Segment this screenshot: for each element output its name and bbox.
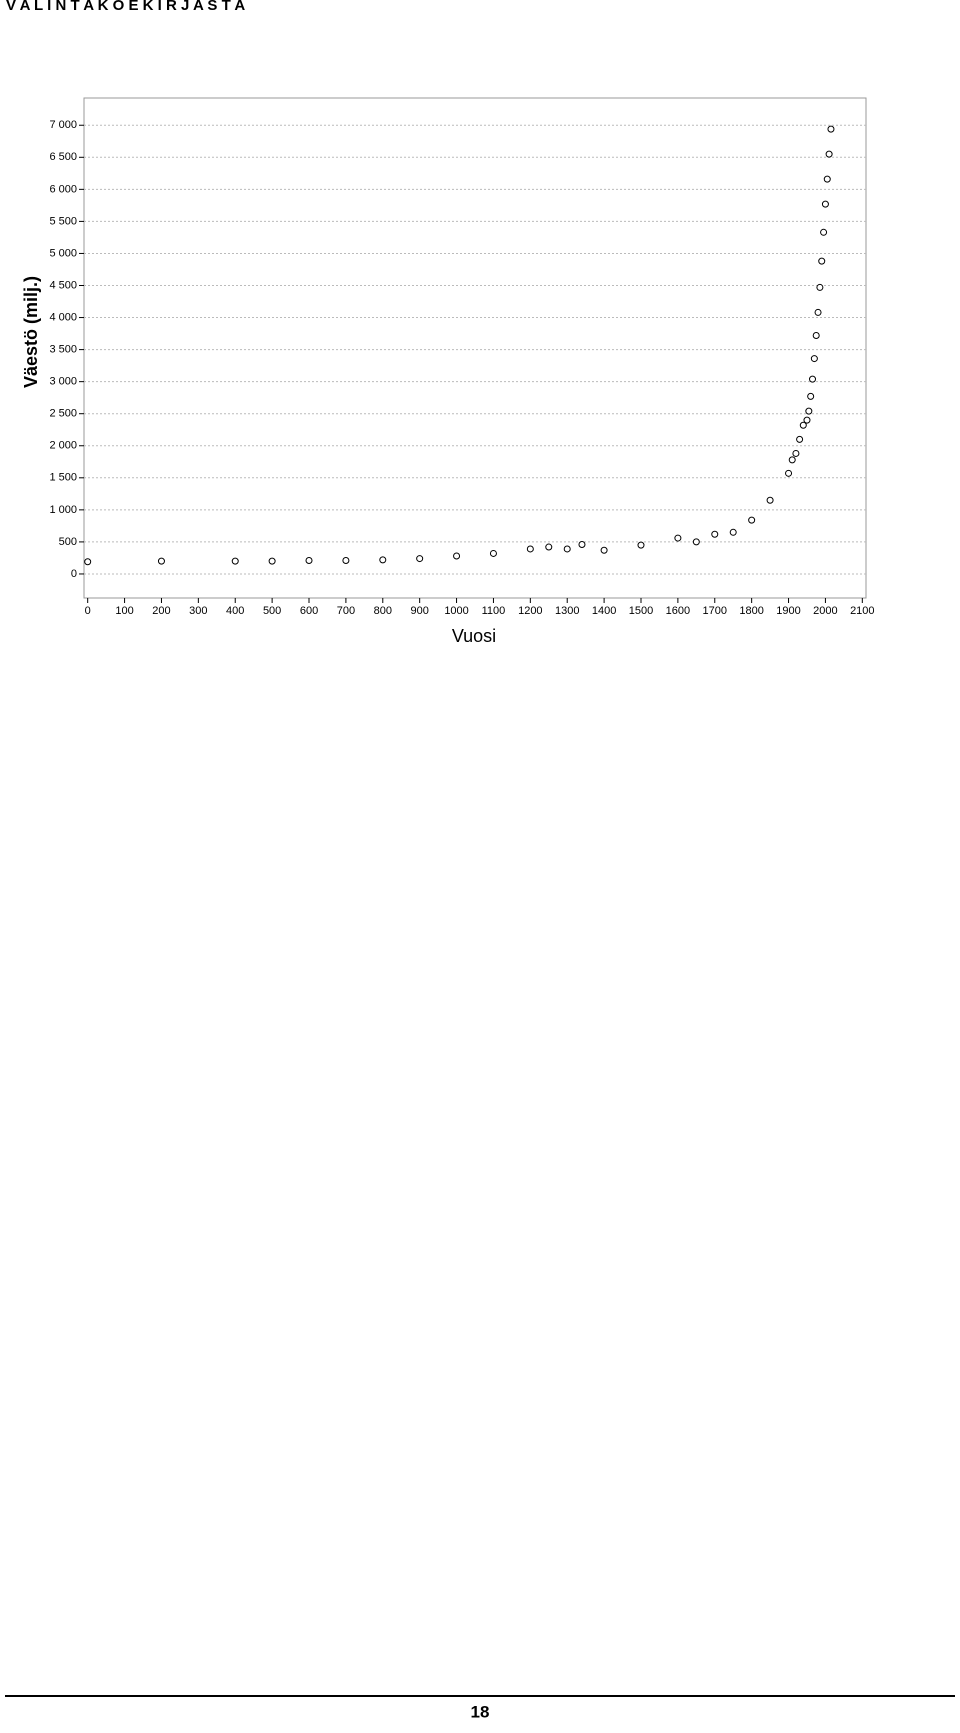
point bbox=[563, 545, 571, 553]
point bbox=[820, 228, 828, 236]
x-tick-label: 1900 bbox=[776, 605, 800, 617]
x-tick-label: 1600 bbox=[666, 605, 690, 617]
x-tick-label: 1800 bbox=[739, 605, 763, 617]
x-axis-title: Vuosi bbox=[452, 626, 496, 646]
point bbox=[342, 557, 350, 564]
x-tick-label: 1100 bbox=[482, 605, 506, 617]
point bbox=[788, 456, 796, 464]
x-tick-label: 0 bbox=[85, 605, 91, 617]
y-tick-label: 2 000 bbox=[49, 440, 77, 452]
point bbox=[578, 540, 586, 548]
point bbox=[785, 469, 793, 477]
x-tick-label: 2000 bbox=[813, 605, 837, 617]
point bbox=[268, 557, 276, 565]
point bbox=[692, 538, 700, 546]
point bbox=[416, 555, 424, 563]
y-tick-label: 6 500 bbox=[49, 151, 77, 163]
point bbox=[157, 557, 165, 565]
point bbox=[821, 200, 829, 208]
y-axis-title: Väestö (milj.) bbox=[21, 276, 41, 388]
x-tick-label: 1300 bbox=[555, 605, 579, 617]
x-tick-label: 800 bbox=[374, 605, 392, 617]
x-tick-label: 300 bbox=[189, 605, 207, 617]
x-tick-label: 500 bbox=[263, 605, 281, 617]
y-tick-label: 2 500 bbox=[49, 408, 77, 420]
y-tick-label: 500 bbox=[59, 536, 77, 548]
x-tick-label: 600 bbox=[300, 605, 318, 617]
point bbox=[84, 558, 92, 566]
point bbox=[379, 556, 387, 564]
x-tick-label: 100 bbox=[115, 605, 133, 617]
point bbox=[799, 421, 807, 429]
point bbox=[807, 392, 815, 400]
point bbox=[674, 534, 682, 542]
point bbox=[816, 283, 824, 291]
point bbox=[803, 416, 811, 424]
point bbox=[823, 175, 831, 183]
plot-frame bbox=[83, 97, 867, 599]
x-tick-label: 700 bbox=[337, 605, 355, 617]
point bbox=[526, 545, 534, 553]
y-tick-label: 3 500 bbox=[49, 344, 77, 356]
point bbox=[305, 557, 313, 564]
point bbox=[545, 543, 553, 551]
point bbox=[489, 549, 497, 557]
point bbox=[809, 375, 817, 383]
y-tick-label: 7 000 bbox=[49, 119, 77, 131]
page-number: 18 bbox=[471, 1702, 490, 1721]
y-tick-label: 4 500 bbox=[49, 279, 77, 291]
x-tick-label: 200 bbox=[152, 605, 170, 617]
y-tick-label: 0 bbox=[71, 568, 77, 580]
point bbox=[453, 552, 461, 560]
point bbox=[825, 150, 833, 158]
x-tick-label: 2100 bbox=[850, 605, 874, 617]
x-tick-label: 1200 bbox=[518, 605, 542, 617]
x-tick-label: 1000 bbox=[444, 605, 468, 617]
point bbox=[810, 355, 818, 363]
point bbox=[792, 449, 800, 457]
x-tick-label: 1700 bbox=[703, 605, 727, 617]
point bbox=[805, 407, 813, 415]
point bbox=[637, 541, 645, 549]
y-tick-label: 4 000 bbox=[49, 311, 77, 323]
x-tick-label: 400 bbox=[226, 605, 244, 617]
y-tick-label: 5 000 bbox=[49, 247, 77, 259]
header: V A L I N T A K O E K I R J A S T A bbox=[6, 0, 245, 14]
point bbox=[729, 528, 737, 536]
point bbox=[796, 435, 804, 443]
point bbox=[812, 332, 820, 339]
x-tick-label: 900 bbox=[410, 605, 428, 617]
y-tick-label: 3 000 bbox=[49, 376, 77, 388]
point bbox=[711, 530, 719, 538]
point bbox=[231, 557, 239, 565]
y-tick-label: 1 500 bbox=[49, 472, 77, 484]
y-tick-label: 5 500 bbox=[49, 215, 77, 227]
point bbox=[600, 546, 608, 554]
point bbox=[814, 308, 822, 316]
y-tick-label: 1 000 bbox=[49, 504, 77, 516]
y-tick-label: 6 000 bbox=[49, 183, 77, 195]
point bbox=[827, 125, 835, 133]
x-tick-label: 1400 bbox=[592, 605, 616, 617]
point bbox=[818, 257, 826, 265]
x-tick-label: 1500 bbox=[629, 605, 653, 617]
point bbox=[748, 516, 756, 524]
point bbox=[766, 496, 774, 504]
